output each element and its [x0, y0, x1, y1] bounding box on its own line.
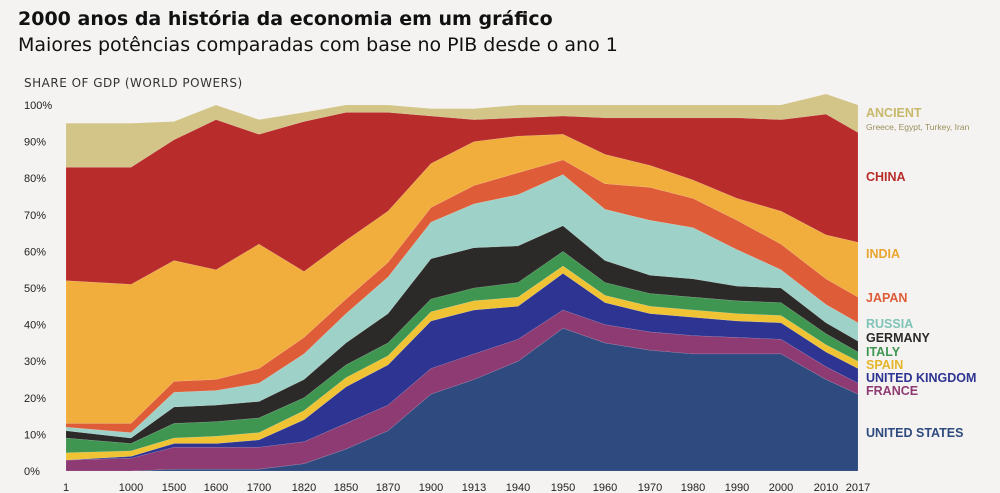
legend-label-united-states: UNITED STATES	[866, 426, 963, 440]
y-tick-label: 10%	[24, 429, 46, 441]
x-tick-label: 1870	[376, 482, 400, 493]
x-tick-label: 1950	[551, 482, 575, 493]
series-area-germany	[65, 225, 859, 444]
y-tick-label: 30%	[24, 356, 46, 368]
y-tick-label: 90%	[24, 137, 46, 149]
legend-label-russia: RUSSIA	[866, 317, 913, 331]
legend-label-india: INDIA	[866, 247, 900, 261]
x-tick-label: 1913	[462, 482, 486, 493]
x-tick-label: 1960	[593, 482, 617, 493]
x-tick-label: 1970	[638, 482, 662, 493]
x-tick-label: 2017	[846, 482, 870, 493]
x-tick-label: 1900	[419, 482, 443, 493]
x-tick-label: 1500	[162, 482, 186, 493]
legend-label-italy: ITALY	[866, 345, 901, 359]
x-tick-label: 1600	[204, 482, 228, 493]
legend-label-france: FRANCE	[866, 384, 918, 398]
y-tick-label: 60%	[24, 246, 46, 258]
y-tick-label: 20%	[24, 393, 46, 405]
x-tick-label: 1940	[506, 482, 530, 493]
y-tick-label: 50%	[24, 283, 46, 295]
legend-label-ancient: ANCIENT	[866, 106, 922, 120]
series-area-italy	[65, 251, 859, 454]
x-tick-label: 1000	[119, 482, 143, 493]
x-tick-label: 1850	[334, 482, 358, 493]
x-tick-label: 2000	[769, 482, 793, 493]
x-tick-label: 1980	[681, 482, 705, 493]
legend-label-japan: JAPAN	[866, 291, 907, 305]
x-tick-label: 1820	[292, 482, 316, 493]
x-tick-label: 1990	[725, 482, 749, 493]
x-tick-label: 2010	[814, 482, 838, 493]
series-area-ancient	[65, 93, 859, 168]
x-tick-label: 1	[63, 482, 69, 493]
legend-label-united-kingdom: UNITED KINGDOM	[866, 371, 976, 385]
y-axis-label: SHARE OF GDP (WORLD POWERS)	[24, 76, 243, 90]
series-area-russia	[65, 174, 859, 439]
y-tick-label: 0%	[24, 466, 40, 478]
x-tick-label: 1700	[247, 482, 271, 493]
page-title: 2000 anos da história da economia em um …	[18, 8, 553, 30]
legend-label-germany: GERMANY	[866, 331, 931, 345]
y-tick-label: 70%	[24, 210, 46, 222]
legend-label-spain: SPAIN	[866, 358, 903, 372]
page-subtitle: Maiores potências comparadas com base no…	[18, 34, 618, 56]
legend-note-ancient: Greece, Egypt, Turkey, Iran	[866, 122, 970, 132]
y-tick-label: 40%	[24, 320, 46, 332]
y-tick-label: 100%	[24, 100, 52, 112]
legend-label-china: CHINA	[866, 170, 906, 184]
y-tick-label: 80%	[24, 173, 46, 185]
series-area-india	[65, 133, 859, 424]
